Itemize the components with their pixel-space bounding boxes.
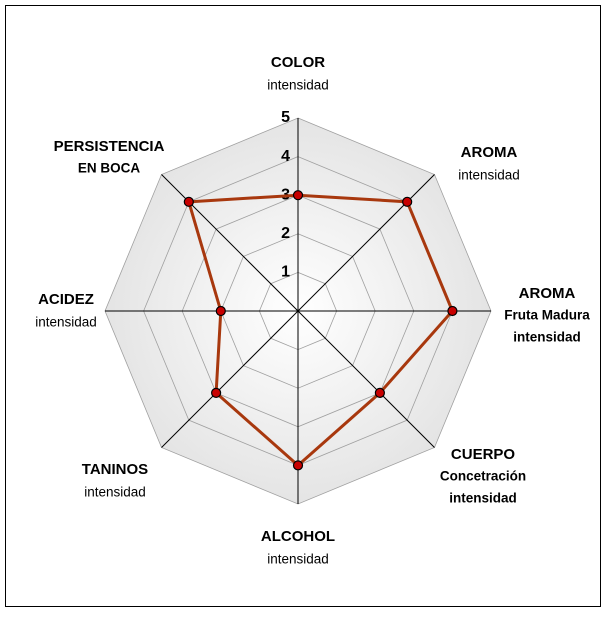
category-title: EN BOCA <box>78 161 141 176</box>
category-title: ACIDEZ <box>38 291 94 308</box>
category-subtitle: intensidad <box>35 315 97 330</box>
category-title: ALCOHOL <box>261 528 335 545</box>
axis-spoke <box>161 174 299 312</box>
data-point <box>183 196 194 207</box>
axis-spoke <box>297 310 435 448</box>
data-point <box>292 460 304 471</box>
data-point <box>215 305 226 317</box>
category-title: AROMA <box>461 144 518 161</box>
r-tick-label: 5 <box>281 109 290 126</box>
r-tick-label: 2 <box>281 225 290 242</box>
category-title: COLOR <box>271 54 325 71</box>
category-title: PERSISTENCIA <box>54 138 165 155</box>
category-title: TANINOS <box>82 461 148 478</box>
category-subtitle: intensidad <box>458 168 520 183</box>
data-point <box>402 196 413 207</box>
data-point <box>374 387 385 398</box>
axis-spoke <box>297 174 435 312</box>
category-title: Fruta Madura <box>504 308 590 323</box>
category-title: AROMA <box>519 285 576 302</box>
r-tick-label: 1 <box>281 264 290 281</box>
category-subtitle: intensidad <box>267 552 329 567</box>
axis-spoke <box>161 310 299 448</box>
category-title: intensidad <box>513 330 581 345</box>
data-point <box>211 387 222 398</box>
category-title: intensidad <box>449 491 517 506</box>
data-point <box>447 305 458 317</box>
category-subtitle: intensidad <box>84 485 146 500</box>
category-subtitle: intensidad <box>267 78 329 93</box>
category-title: CUERPO <box>451 446 516 463</box>
data-point <box>292 190 304 201</box>
r-tick-label: 4 <box>281 148 290 165</box>
category-title: Concetración <box>440 469 526 484</box>
